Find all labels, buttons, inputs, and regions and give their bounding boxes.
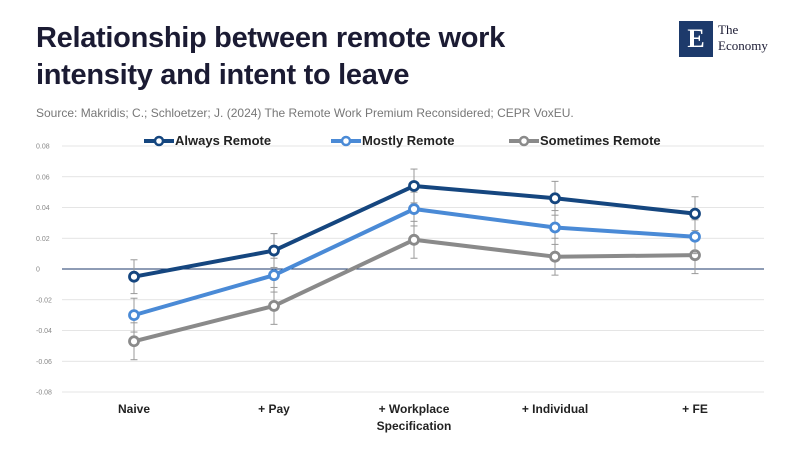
y-tick-label: -0.08 <box>36 390 52 397</box>
legend-marker <box>518 135 530 147</box>
logo-mark: E <box>679 21 713 57</box>
x-category-label: + Pay <box>258 402 290 416</box>
chart-legend: Always Remote Mostly Remote Sometimes Remo… <box>0 130 800 152</box>
chart-source: Source: Makridis; C.; Schloetzer; J. (20… <box>36 106 574 120</box>
data-point <box>268 299 280 312</box>
y-tick-label: 0.04 <box>36 205 50 212</box>
x-category-label: + Workplace <box>379 402 450 416</box>
logo-word-economy: Economy <box>718 38 768 53</box>
legend-marker <box>340 135 352 147</box>
legend-swatch <box>331 135 361 147</box>
brand-logo[interactable]: E The Economy <box>679 21 789 57</box>
chart-title: Relationship between remote work intensi… <box>36 22 505 91</box>
y-tick-label: -0.02 <box>36 297 52 304</box>
data-point <box>549 250 561 263</box>
data-point <box>408 233 420 246</box>
data-point <box>549 192 561 205</box>
logo-wordmark: The Economy <box>718 22 788 54</box>
y-tick-label: 0.06 <box>36 174 50 181</box>
legend-swatch <box>144 135 174 147</box>
data-point <box>128 309 140 322</box>
x-category-label: Specification <box>377 419 452 433</box>
data-point <box>408 203 420 215</box>
y-tick-label: 0 <box>36 267 40 274</box>
legend-label: Sometimes Remote <box>540 133 661 148</box>
data-point <box>549 221 561 234</box>
y-tick-label: -0.06 <box>36 359 52 366</box>
x-category-label: + FE <box>682 402 708 416</box>
data-point <box>268 244 280 257</box>
data-point <box>128 270 140 283</box>
legend-label: Mostly Remote <box>362 133 455 148</box>
data-point <box>268 269 280 282</box>
line-chart: 0.08 0.06 0.04 0.02 0 -0.02 -0.04 -0.06 -0.08 Nai… <box>36 144 764 433</box>
legend-swatch <box>509 135 539 147</box>
legend-label: Always Remote <box>175 133 272 148</box>
data-point <box>689 230 701 243</box>
data-point <box>128 335 140 348</box>
logo-word-the: The <box>718 22 739 37</box>
series-mostly-remote <box>128 191 701 333</box>
series-always-remote <box>128 168 701 295</box>
y-tick-label: -0.04 <box>36 328 52 335</box>
x-category-label: + Individual <box>522 402 588 416</box>
legend-marker <box>153 135 165 147</box>
y-tick-label: 0.02 <box>36 236 50 243</box>
x-category-label: Naive <box>118 402 150 416</box>
data-point <box>408 180 420 192</box>
y-tick-label: 0.08 <box>36 144 50 151</box>
data-point <box>689 207 701 220</box>
